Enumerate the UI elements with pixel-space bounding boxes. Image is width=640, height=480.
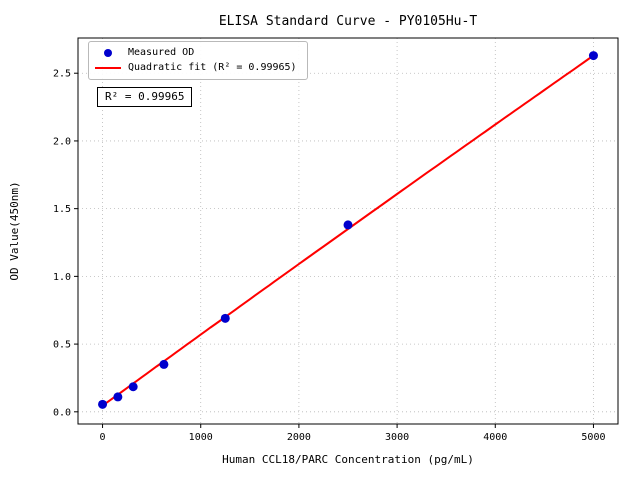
measured-od-point bbox=[159, 359, 169, 369]
y-axis-label: OD Value(450nm) bbox=[8, 181, 21, 280]
y-tick-label: 0.0 bbox=[53, 407, 71, 418]
measured-od-point bbox=[343, 220, 353, 230]
plot-area: 0 1000 2000 3000 4000 5000 0.0 0.5 1.0 1.5 2.0 2.5 bbox=[53, 37, 619, 443]
legend-item-measured-od: Measured OD bbox=[95, 48, 297, 58]
measured-od-point bbox=[220, 313, 230, 323]
y-tick-label: 0.5 bbox=[53, 340, 71, 351]
x-axis-label: Human CCL18/PARC Concentration (pg/mL) bbox=[222, 453, 474, 466]
measured-od-point bbox=[113, 392, 123, 402]
legend-marker-dot bbox=[95, 49, 121, 58]
x-tick-label: 1000 bbox=[189, 432, 213, 443]
legend-marker-line bbox=[95, 64, 121, 73]
r-squared-annotation: R² = 0.99965 bbox=[97, 87, 193, 108]
y-tick-label: 1.0 bbox=[53, 272, 71, 283]
measured-od-point bbox=[588, 51, 598, 61]
y-tick-label: 2.5 bbox=[53, 69, 71, 80]
chart-title: ELISA Standard Curve - PY0105Hu-T bbox=[219, 14, 477, 29]
x-tick-label: 5000 bbox=[581, 432, 605, 443]
x-tick-label: 3000 bbox=[385, 432, 409, 443]
measured-od-point bbox=[128, 382, 138, 392]
y-tick-label: 1.5 bbox=[53, 204, 71, 215]
x-tick-label: 0 bbox=[100, 432, 106, 443]
legend-label-quadratic-fit: Quadratic fit (R² = 0.99965) bbox=[128, 62, 297, 73]
quadratic-fit-line bbox=[101, 54, 595, 407]
legend-label-measured-od: Measured OD bbox=[128, 47, 195, 58]
x-tick-label: 4000 bbox=[483, 432, 507, 443]
legend: Measured OD Quadratic fit (R² = 0.99965) bbox=[88, 41, 308, 80]
measured-od-point bbox=[98, 399, 108, 409]
legend-item-quadratic-fit: Quadratic fit (R² = 0.99965) bbox=[95, 63, 297, 73]
y-tick-label: 2.0 bbox=[53, 136, 71, 147]
x-tick-label: 2000 bbox=[287, 432, 311, 443]
